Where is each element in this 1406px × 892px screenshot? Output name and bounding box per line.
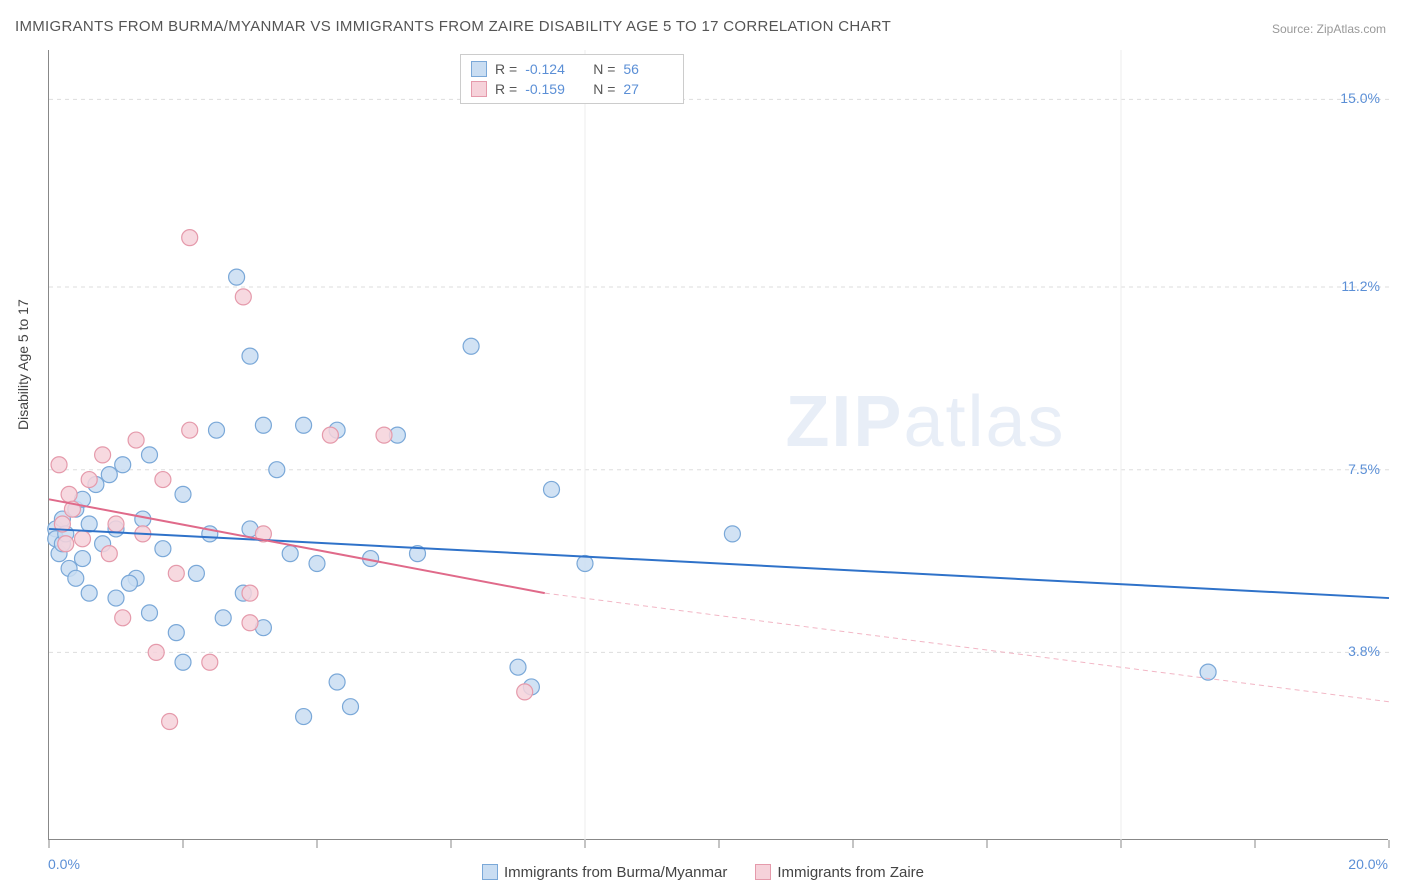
legend-corr-row: R = -0.124 N = 56 xyxy=(471,59,673,79)
n-value: 27 xyxy=(623,81,673,97)
r-label: R = xyxy=(495,61,517,77)
y-tick-label: 15.0% xyxy=(1340,90,1380,106)
legend-swatch xyxy=(755,864,771,880)
n-value: 56 xyxy=(623,61,673,77)
legend-swatch xyxy=(471,81,487,97)
series-legend: Immigrants from Burma/Myanmar Immigrants … xyxy=(0,864,1406,885)
legend-label: Immigrants from Burma/Myanmar xyxy=(504,864,727,881)
r-value: -0.124 xyxy=(525,61,575,77)
chart-title: IMMIGRANTS FROM BURMA/MYANMAR VS IMMIGRA… xyxy=(15,18,891,35)
legend-item: Immigrants from Zaire xyxy=(755,864,924,881)
legend-corr-row: R = -0.159 N = 27 xyxy=(471,79,673,99)
y-tick-label: 3.8% xyxy=(1348,643,1380,659)
plot-svg xyxy=(49,50,1388,839)
legend-swatch xyxy=(482,864,498,880)
legend-item: Immigrants from Burma/Myanmar xyxy=(482,864,727,881)
y-axis-label: Disability Age 5 to 17 xyxy=(15,299,31,430)
r-value: -0.159 xyxy=(525,81,575,97)
y-tick-label: 11.2% xyxy=(1341,278,1380,294)
source-label: Source: ZipAtlas.com xyxy=(1272,22,1386,36)
n-label: N = xyxy=(593,61,615,77)
n-label: N = xyxy=(593,81,615,97)
legend-label: Immigrants from Zaire xyxy=(777,864,924,881)
r-label: R = xyxy=(495,81,517,97)
correlation-legend: R = -0.124 N = 56 R = -0.159 N = 27 xyxy=(460,54,684,104)
legend-swatch xyxy=(471,61,487,77)
y-tick-label: 7.5% xyxy=(1348,461,1380,477)
plot-area: ZIPatlas 3.8%7.5%11.2%15.0% xyxy=(48,50,1388,840)
